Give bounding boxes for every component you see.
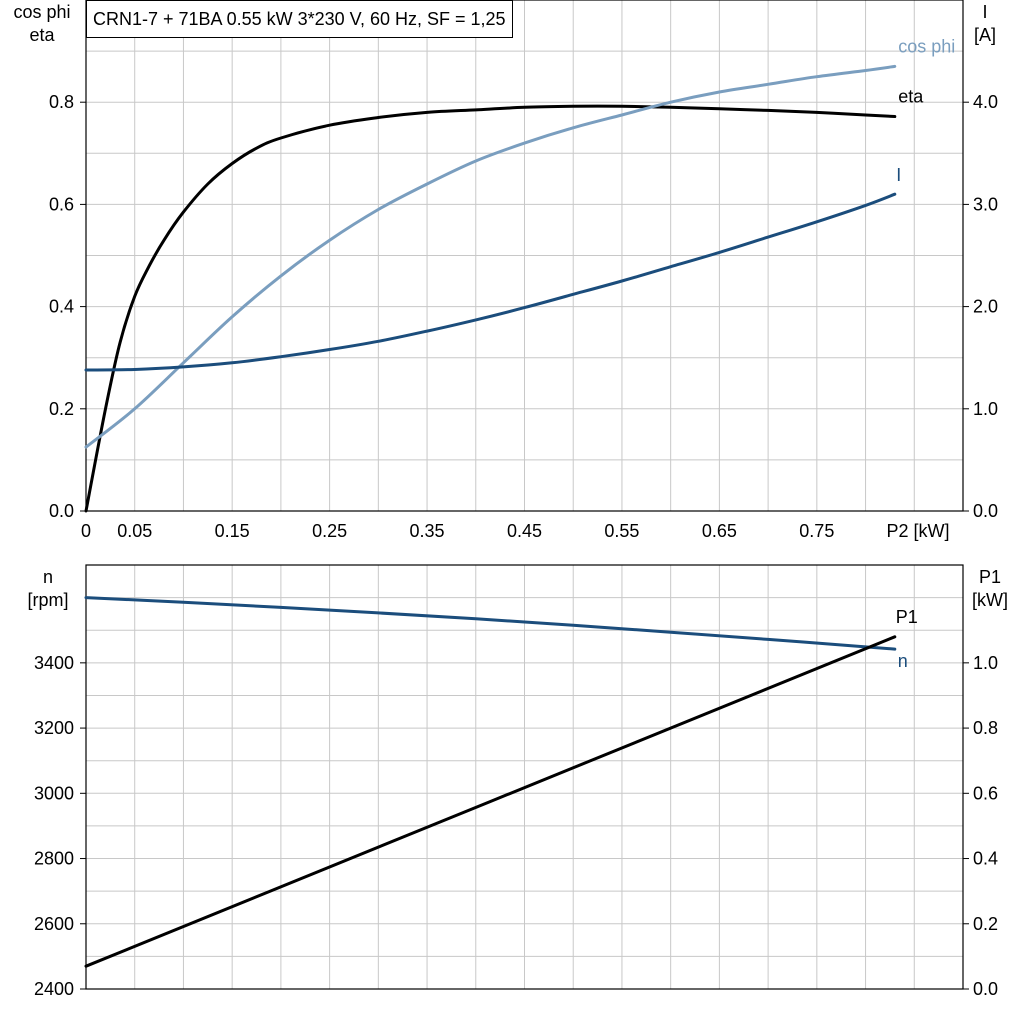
series-line-p1: [84, 635, 897, 968]
left-tick-label: 3200: [34, 718, 74, 738]
x-tick-label: 0.75: [799, 521, 834, 541]
x-tick-label: 0.55: [604, 521, 639, 541]
right-tick-label: 0.2: [973, 914, 998, 934]
right-tick-label: 0.8: [973, 718, 998, 738]
right-tick-label: 1.0: [973, 399, 998, 419]
right-axis-label-line1: I: [982, 2, 987, 22]
series-label-cos-phi: cos phi: [898, 36, 955, 56]
left-tick-label: 0.8: [49, 92, 74, 112]
left-tick-label: 0.2: [49, 399, 74, 419]
right-tick-label: 0.6: [973, 783, 998, 803]
left-tick-label: 3400: [34, 653, 74, 673]
x-tick-label: 0: [81, 521, 91, 541]
plot-frame: [85, 0, 964, 512]
plot-frame: [85, 564, 964, 990]
left-tick-label: 3000: [34, 783, 74, 803]
left-tick-label: 0.6: [49, 194, 74, 214]
left-tick-label: 2400: [34, 979, 74, 999]
left-axis-label-line2: eta: [29, 25, 55, 45]
chart-title: CRN1-7 + 71BA 0.55 kW 3*230 V, 60 Hz, SF…: [86, 0, 513, 38]
top-plot: 0.0 0.2 0.4 0.6 0.8 0.0 1.0 2.0 3.0 4.0 cos phi eta…: [13, 0, 998, 541]
bottom-plot: 2400 2600 2800 3000 3200 3400 0.0 0.2 0.4 0.6 0.8 1…: [27, 564, 1008, 999]
x-tick-label: 0.05: [117, 521, 152, 541]
left-axis-label-line1: n: [43, 567, 53, 587]
left-tick-label: 2800: [34, 849, 74, 869]
series-line-cos-phi: [84, 64, 897, 449]
left-tick-label: 0.4: [49, 297, 74, 317]
right-axis-label-line2: [kW]: [972, 590, 1008, 610]
x-tick-label: 0.35: [410, 521, 445, 541]
series-line-i: [84, 192, 897, 372]
right-axis-label-line2: [A]: [974, 25, 996, 45]
x-tick-label: 0.15: [215, 521, 250, 541]
right-tick-label: 2.0: [973, 297, 998, 317]
right-tick-label: 1.0: [973, 653, 998, 673]
left-axis-label-line1: cos phi: [13, 2, 70, 22]
left-tick-label: 2600: [34, 914, 74, 934]
right-tick-label: 0.0: [973, 979, 998, 999]
right-tick-label: 0.0: [973, 501, 998, 521]
right-tick-label: 3.0: [973, 194, 998, 214]
series-line-n: [84, 596, 897, 651]
x-tick-label: 0.45: [507, 521, 542, 541]
right-tick-label: 0.4: [973, 849, 998, 869]
left-tick-label: 0.0: [49, 501, 74, 521]
series-label-i: I: [896, 165, 901, 185]
x-tick-label: 0.25: [312, 521, 347, 541]
x-axis-label: P2 [kW]: [886, 521, 949, 541]
series-line-eta: [84, 104, 897, 513]
right-axis-label-line1: P1: [979, 567, 1001, 587]
series-label-n: n: [898, 651, 908, 671]
series-label-eta: eta: [898, 87, 924, 107]
right-tick-label: 4.0: [973, 92, 998, 112]
x-tick-label: 0.65: [702, 521, 737, 541]
left-axis-label-line2: [rpm]: [27, 590, 68, 610]
series-label-p1: P1: [896, 607, 918, 627]
